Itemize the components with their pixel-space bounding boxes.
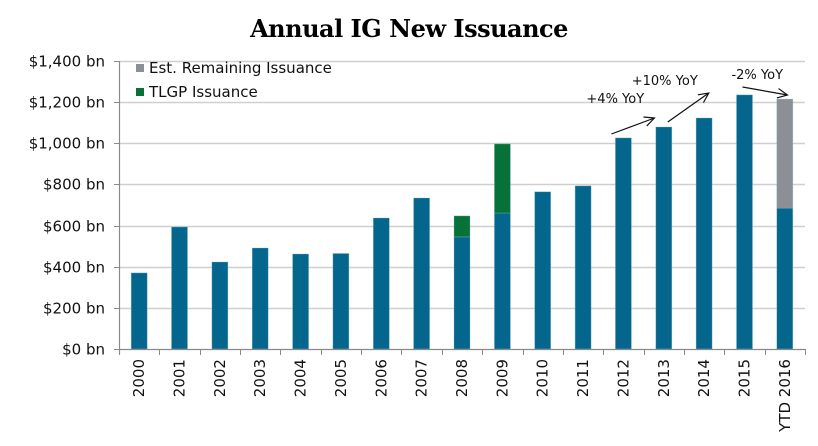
bar-ig-issuance [695,117,713,350]
bar-ig-issuance [292,253,309,350]
x-tick-label: 2003 [251,359,269,397]
y-tick-label: $0 bn [62,341,105,359]
x-tick-label: 2006 [372,359,390,397]
annotations: +4% YoY +10% YoY -2% YoY [586,68,789,135]
annotation-arrow [667,92,710,123]
x-tick-label: 2007 [413,359,431,397]
bar-ig-issuance [211,261,229,350]
annotation-arrow-head [697,92,710,103]
y-tick-label: $1,200 bn [29,94,105,112]
bar-ig-issuance [453,236,471,350]
x-tick-label: 2004 [292,359,310,397]
bar-ig-issuance [494,212,511,350]
bar-ig-issuance [372,217,390,350]
annotation-arrow-head [776,88,789,99]
legend-swatch [136,64,144,72]
axes: $0 bn $200 bn $400 bn $600 bn $800 bn $1,000 … [29,53,806,433]
bar-ig-issuance [130,272,148,350]
legend: Est. Remaining Issuance TLGP Issuance [136,59,332,101]
bar-ig-issuance [655,126,673,350]
legend-label: Est. Remaining Issuance [149,59,332,77]
y-tick-label: $1,400 bn [29,53,105,71]
annotation-arrow [611,117,655,135]
bar-ig-issuance [776,207,794,350]
annotation-label: +10% YoY [632,74,698,89]
x-tick-label: 2011 [574,359,592,397]
bar-ig-issuance [574,185,592,350]
bar-ig-issuance [534,191,552,350]
bar-est-remaining-issuance [776,98,794,209]
x-tick-label: 2014 [695,359,713,397]
x-tick-label: YTD 2016 [776,359,794,433]
chart-title: Annual IG New Issuance [250,14,568,43]
x-tick-label: 2015 [735,359,753,397]
annotation-arrow-head [643,116,656,127]
x-tick-label: 2010 [534,359,552,397]
bar-ig-issuance [736,94,753,350]
bar-tlgp-issuance [453,215,471,238]
bars [130,94,794,350]
x-tick-label: 2002 [211,359,229,397]
annotation-arrow [742,86,788,96]
bar-ig-issuance [171,226,188,350]
x-tick-label: 2001 [171,359,189,397]
y-tick-label: $800 bn [43,176,105,194]
x-tick-label: 2000 [130,359,148,397]
legend-swatch [136,88,144,96]
annotation-label: -2% YoY [731,68,783,83]
y-tick-label: $600 bn [43,218,105,236]
legend-label: TLGP Issuance [148,83,258,101]
x-tick-label: 2012 [614,359,632,397]
x-tick-label: 2013 [655,359,673,397]
bar-ig-issuance [615,137,632,350]
y-tick-label: $400 bn [43,259,105,277]
bar-ig-issuance [413,197,430,350]
x-tick-label: 2005 [332,359,350,397]
bar-ig-issuance [332,253,350,350]
y-tick-label: $1,000 bn [29,135,105,153]
x-tick-label: 2008 [453,359,471,397]
bar-ig-issuance [251,247,269,350]
bar-tlgp-issuance [494,143,511,214]
x-tick-label: 2009 [493,359,511,397]
annotation-label: +4% YoY [586,92,644,107]
y-tick-label: $200 bn [43,300,105,318]
